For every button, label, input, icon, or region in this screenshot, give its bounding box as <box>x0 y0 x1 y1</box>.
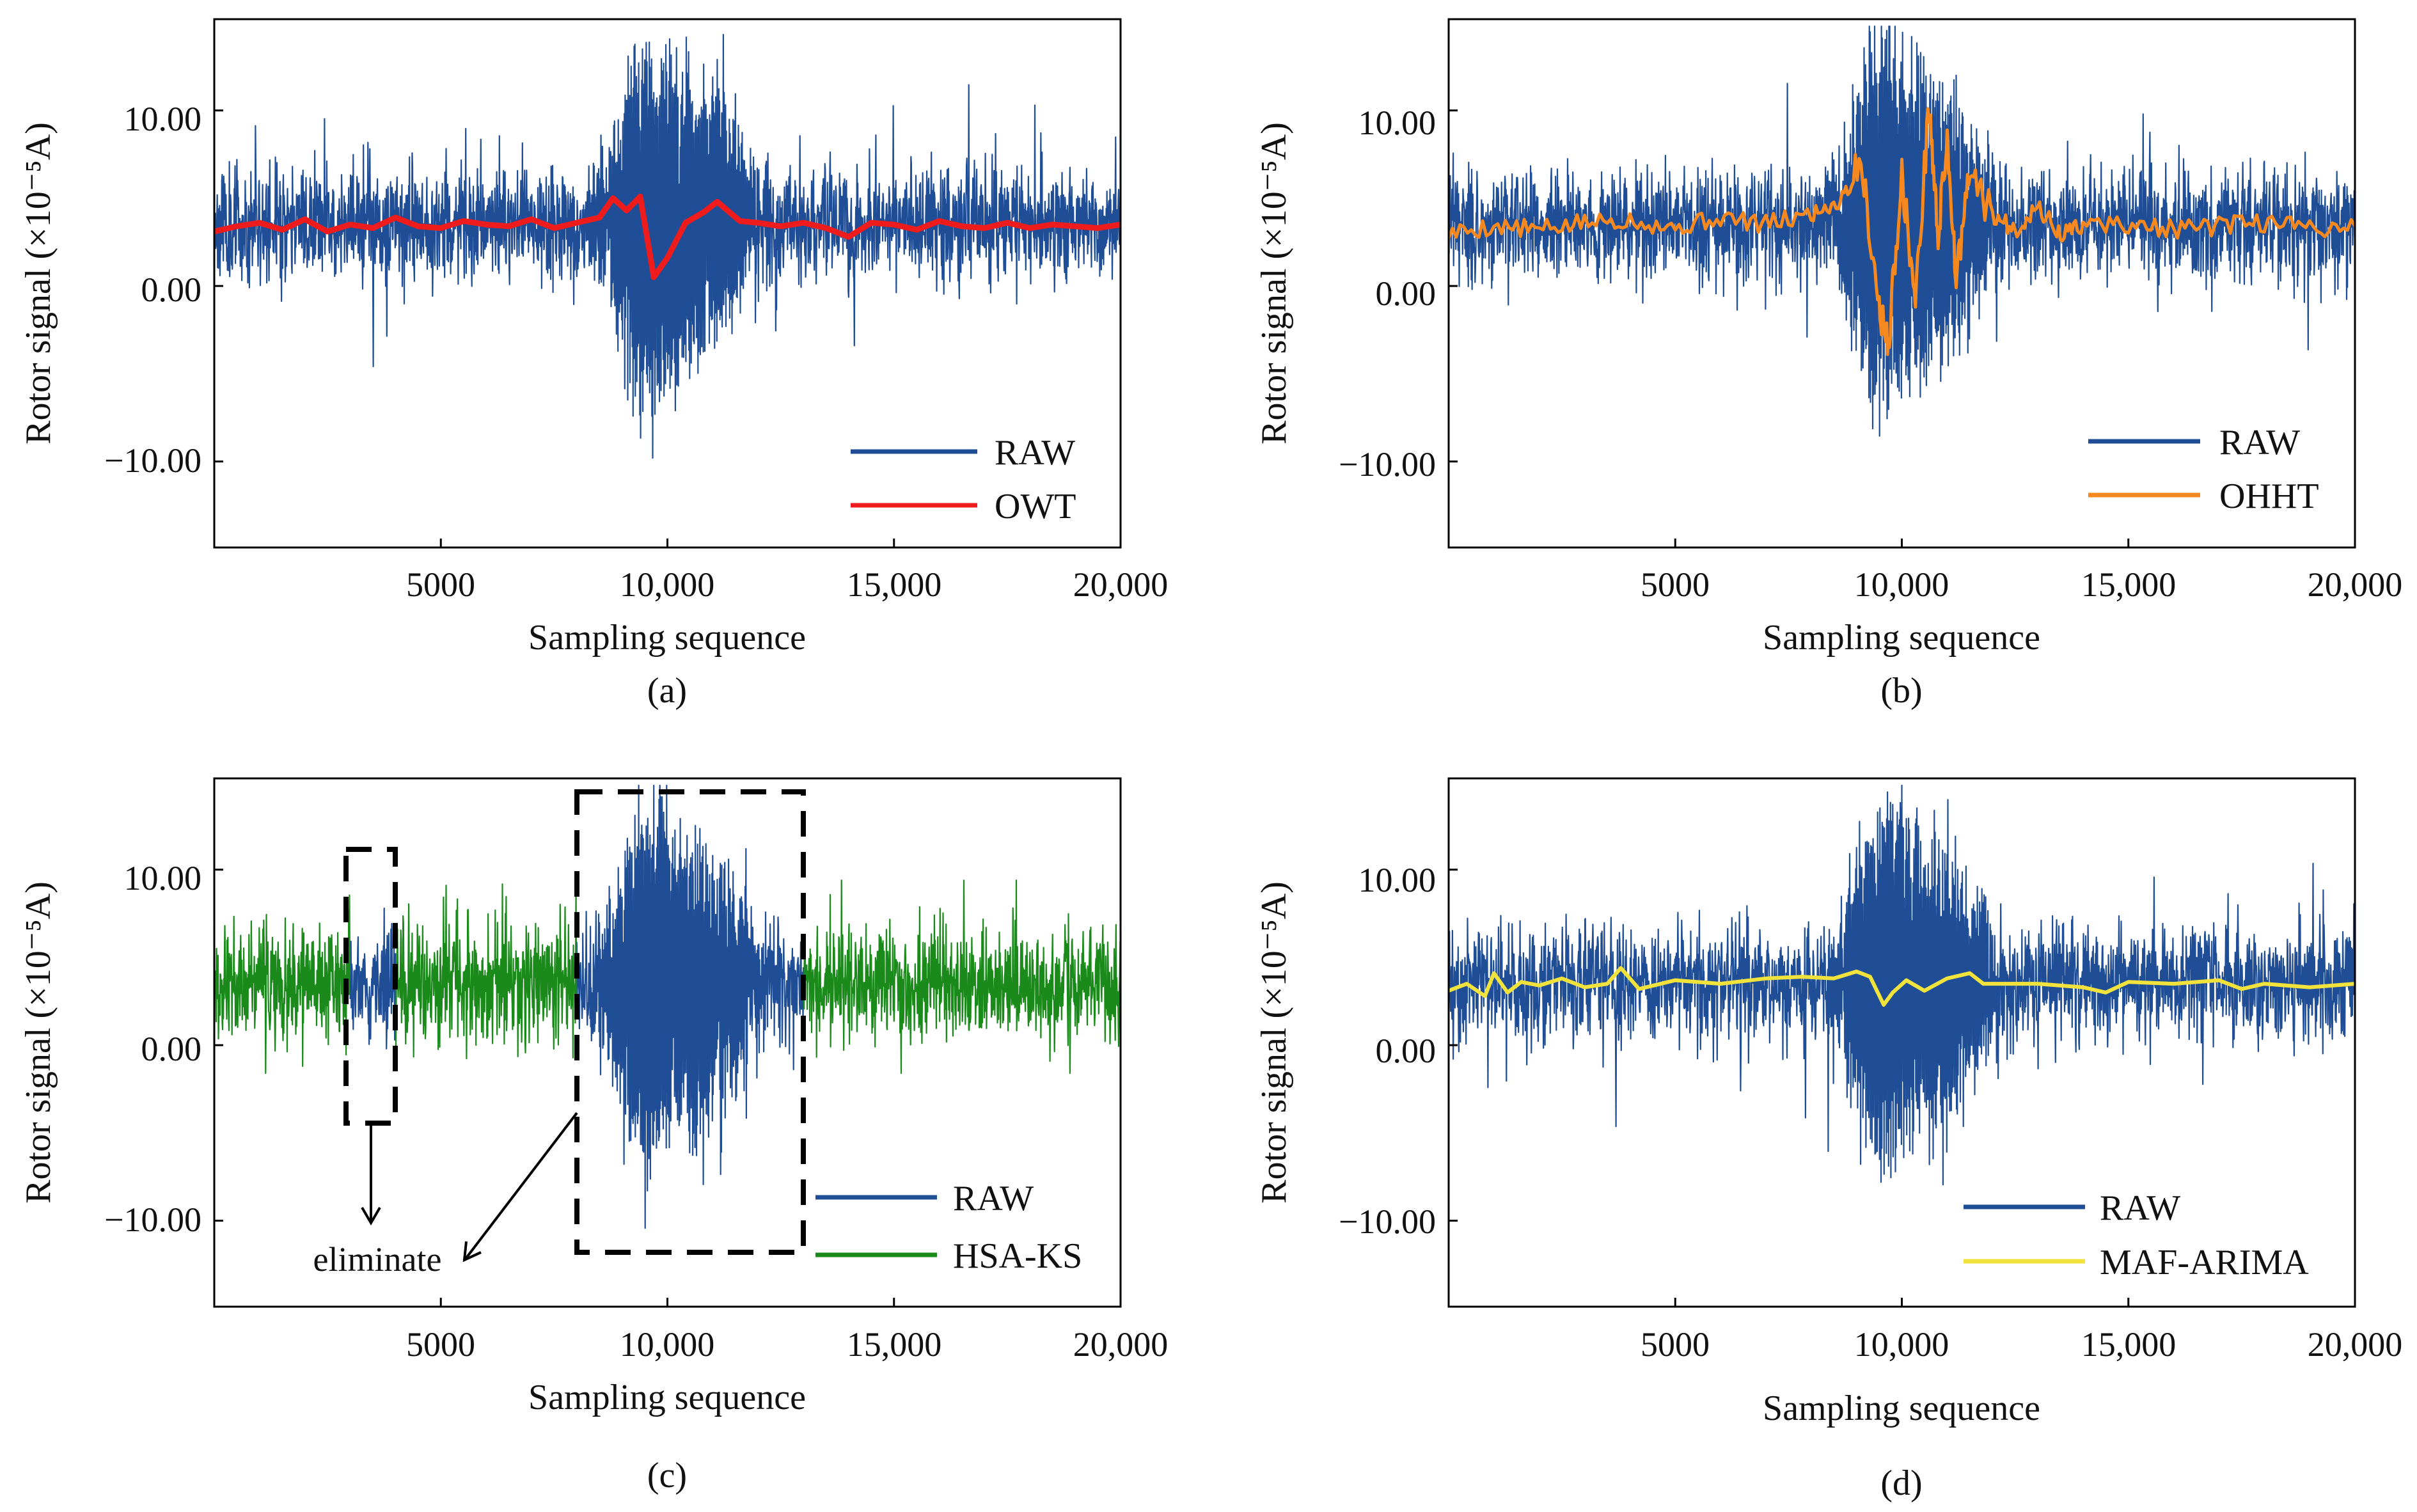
caption-a: (a) <box>647 671 687 711</box>
legend-label-owt: OWT <box>995 487 1076 526</box>
y-axis-label-b: Rotor signal (×10⁻⁵A) <box>1254 122 1294 445</box>
xtick-label-d-20000: 20,000 <box>2308 1325 2403 1364</box>
xtick-label-a-20000: 20,000 <box>1073 565 1169 604</box>
ticks-d <box>1449 869 2356 1307</box>
ytick-label-c-10: 10.00 <box>124 859 202 897</box>
series-raw-c <box>349 784 805 1229</box>
y-axis-label-a: Rotor signal (×10⁻⁵A) <box>19 122 58 445</box>
plot-lines-a <box>214 34 1121 459</box>
caption-c: (c) <box>647 1456 687 1495</box>
eliminate-arrowhead-small <box>361 1206 381 1225</box>
xtick-label-d-5000: 5000 <box>1641 1325 1710 1364</box>
eliminate-box-large <box>574 789 806 1255</box>
ytick-label-d-neg10: −10.00 <box>1339 1202 1436 1241</box>
legend-label-raw-b: RAW <box>2219 423 2300 462</box>
y-axis-label-d: Rotor signal (×10⁻⁵A) <box>1254 881 1294 1204</box>
ytick-label-a-neg10: −10.00 <box>104 441 201 480</box>
ytick-label-b-0: 0.00 <box>1376 274 1437 313</box>
ticks-b <box>1449 109 2356 547</box>
legend-d: RAW MAF-ARIMA <box>1964 1188 2309 1282</box>
legend-a: RAW OWT <box>851 433 1076 526</box>
series-ohht <box>1449 107 2355 356</box>
panel-a: 10.00 0.00 −10.00 5000 10,000 15,000 20,… <box>19 18 1169 711</box>
ytick-label-a-0: 0.00 <box>141 271 202 309</box>
x-axis-label-d: Sampling sequence <box>1763 1389 2040 1428</box>
ticks-c <box>214 869 1122 1307</box>
xtick-label-b-20000: 20,000 <box>2308 565 2403 604</box>
caption-d: (d) <box>1880 1463 1922 1503</box>
xtick-label-c-10000: 10,000 <box>620 1325 715 1364</box>
ytick-label-d-0: 0.00 <box>1376 1032 1437 1070</box>
xtick-label-a-10000: 10,000 <box>620 565 715 604</box>
ytick-label-c-neg10: −10.00 <box>104 1201 201 1239</box>
ytick-label-c-0: 0.00 <box>141 1030 202 1068</box>
xtick-label-d-10000: 10,000 <box>1854 1325 1949 1364</box>
series-mafarima <box>1449 966 2355 1007</box>
legend-label-raw-a: RAW <box>995 433 1075 473</box>
x-axis-label-b: Sampling sequence <box>1763 618 2040 658</box>
panel-b: 10.00 0.00 −10.00 5000 10,000 15,000 20,… <box>1254 18 2403 711</box>
series-raw-b <box>1449 25 2355 437</box>
x-axis-label-a: Sampling sequence <box>528 618 806 658</box>
legend-label-raw-d: RAW <box>2100 1188 2180 1228</box>
legend-c: RAW HSA-KS <box>815 1179 1082 1276</box>
series-raw-a <box>214 34 1121 459</box>
ytick-label-d-10: 10.00 <box>1358 861 1437 899</box>
xtick-label-c-20000: 20,000 <box>1073 1325 1169 1364</box>
eliminate-arrow-large <box>464 1112 578 1260</box>
panel-d: 10.00 0.00 −10.00 5000 10,000 15,000 20,… <box>1254 777 2403 1503</box>
xtick-label-c-5000: 5000 <box>406 1325 475 1364</box>
xtick-label-b-10000: 10,000 <box>1854 565 1949 604</box>
panel-c: eliminate 10.00 0.00 −10.00 5000 10,000 … <box>19 777 1169 1495</box>
ytick-label-a-10: 10.00 <box>124 100 202 138</box>
xtick-label-a-15000: 15,000 <box>847 565 942 604</box>
ticks-a <box>214 109 1122 547</box>
legend-label-hsaks: HSA-KS <box>953 1236 1082 1276</box>
series-hsaks <box>214 879 1121 1075</box>
x-axis-label-c: Sampling sequence <box>528 1378 806 1417</box>
ytick-label-b-10: 10.00 <box>1358 104 1437 142</box>
xtick-label-b-15000: 15,000 <box>2081 565 2177 604</box>
legend-label-ohht: OHHT <box>2219 476 2319 516</box>
eliminate-annotation: eliminate <box>313 1240 442 1279</box>
caption-b: (b) <box>1880 671 1922 711</box>
plot-lines-d <box>1449 784 2355 1186</box>
plot-lines-c <box>214 784 1121 1229</box>
series-raw-d <box>1449 784 2355 1186</box>
ytick-label-b-neg10: −10.00 <box>1339 445 1436 484</box>
series-owt <box>214 193 1121 280</box>
xtick-label-b-5000: 5000 <box>1641 565 1710 604</box>
xtick-label-a-5000: 5000 <box>406 565 475 604</box>
xtick-label-c-15000: 15,000 <box>847 1325 942 1364</box>
legend-label-raw-c: RAW <box>953 1179 1034 1218</box>
legend-label-mafarima: MAF-ARIMA <box>2100 1243 2309 1282</box>
xtick-label-d-15000: 15,000 <box>2081 1325 2177 1364</box>
eliminate-arrowhead-large <box>462 1241 482 1263</box>
plot-lines-b <box>1449 25 2355 437</box>
legend-b: RAW OHHT <box>2088 423 2319 516</box>
y-axis-label-c: Rotor signal (×10⁻⁵A) <box>19 881 58 1204</box>
